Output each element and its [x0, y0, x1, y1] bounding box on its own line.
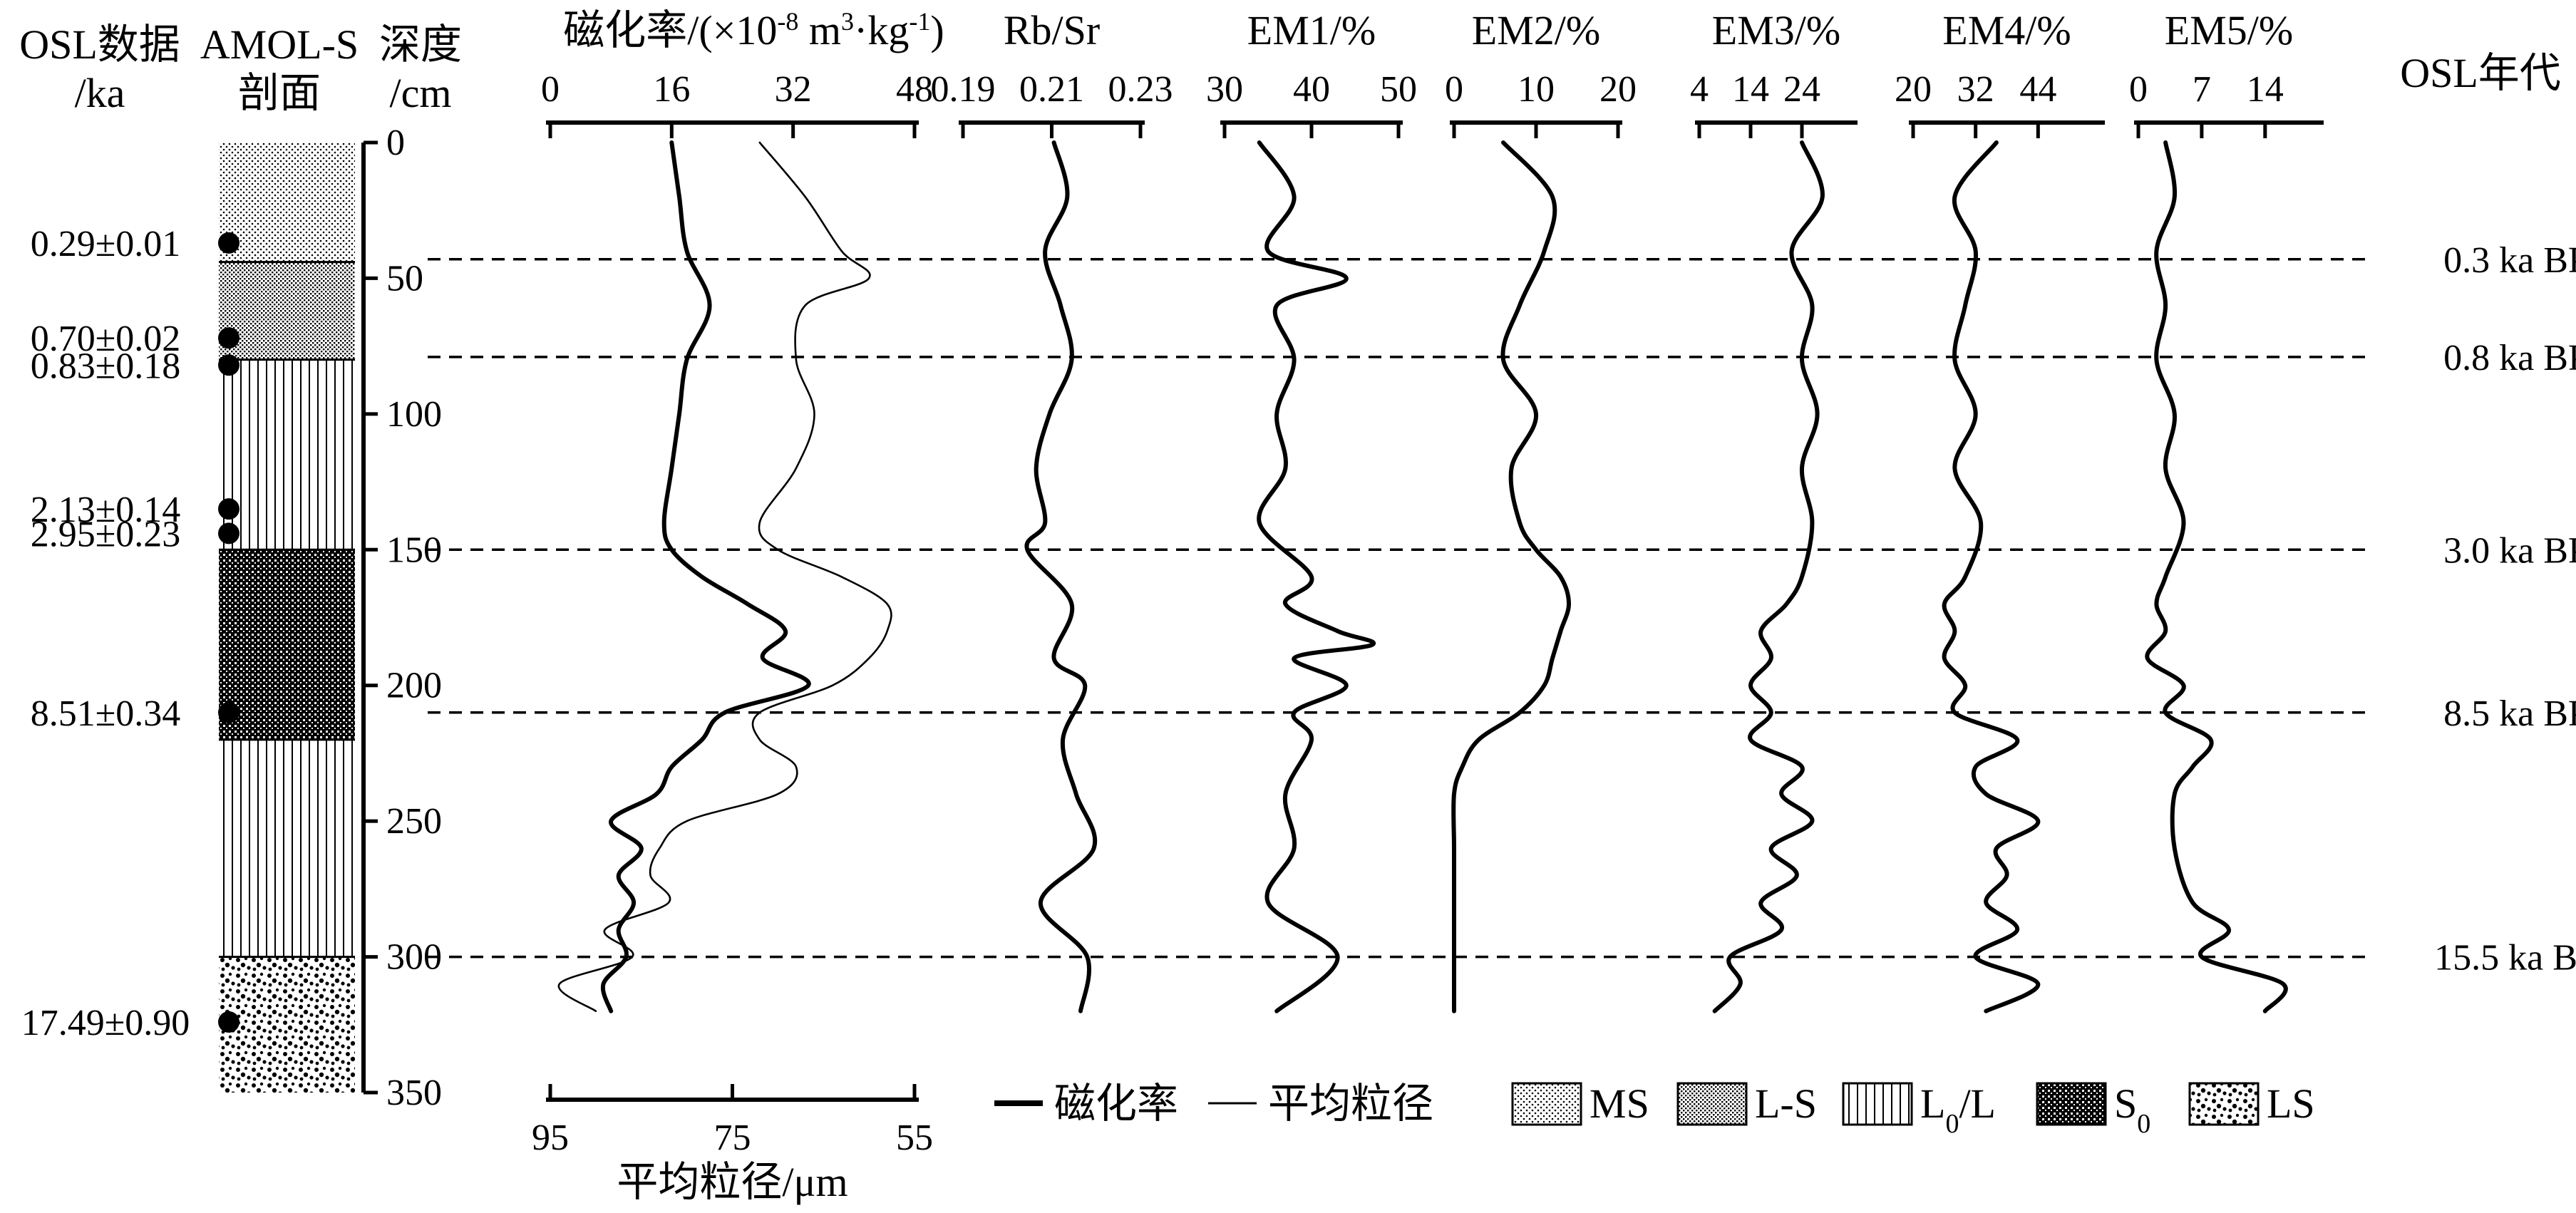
- osl-sample-point: [218, 522, 239, 544]
- osl-sample-point: [218, 701, 239, 723]
- em1-title: EM1/%: [1247, 7, 1376, 53]
- legend-swatch-L-S: [1676, 1082, 1748, 1126]
- legend-swatch-L0/L: [1842, 1082, 1913, 1126]
- section-unit-L0/L: [219, 739, 355, 957]
- em5-tick-label: 7: [2193, 69, 2211, 110]
- em2-tick-label: 20: [1599, 69, 1637, 110]
- section-unit-MS: [219, 143, 355, 262]
- rbsr-series-line: [1024, 140, 1098, 1013]
- osl-sample-point: [218, 498, 239, 520]
- section-unit-L0/L: [219, 359, 355, 550]
- em3-tick-label: 14: [1732, 69, 1769, 110]
- ms-tick-label: 0: [541, 69, 560, 110]
- rbsr-tick-label: 0.21: [1019, 69, 1084, 110]
- section-unit-S0: [219, 549, 355, 740]
- section-title: AMOL-S: [200, 21, 359, 68]
- osl-sample-label: 2.13±0.14: [31, 490, 181, 530]
- section-unit-LS: [219, 956, 355, 1093]
- em3-series-line: [1712, 140, 1825, 1013]
- em5-tick-label: 0: [2129, 69, 2148, 110]
- em1-tick-label: 40: [1293, 69, 1330, 110]
- legend-swatch-MS: [1511, 1082, 1582, 1126]
- grain-series-line: [557, 141, 892, 1012]
- osl-sample-point: [218, 232, 239, 254]
- em2-tick-label: 10: [1518, 69, 1555, 110]
- legend-swatch-label: L-S: [1755, 1080, 1817, 1127]
- grain-tick-label: 75: [714, 1117, 751, 1158]
- section-subtitle: 剖面: [238, 70, 321, 116]
- horizon-age-label: 0.3 ka BP: [2443, 240, 2576, 281]
- osl-sample-label: 0.70±0.02: [31, 319, 181, 359]
- depth-tick-label: 0: [386, 123, 405, 163]
- em1-series-line: [1257, 140, 1376, 1013]
- osl-data-unit: /ka: [75, 70, 125, 116]
- depth-unit: /cm: [390, 70, 452, 116]
- horizon-age-label: 8.5 ka BP: [2443, 693, 2576, 734]
- depth-title: 深度: [379, 21, 462, 68]
- legend-swatch-label: L0/L: [1920, 1080, 1996, 1139]
- grain-tick-label: 55: [896, 1117, 933, 1158]
- osl-sample-label: 2.95±0.23: [31, 514, 181, 554]
- horizon-age-label: 0.8 ka BP: [2443, 338, 2576, 378]
- em3-title: EM3/%: [1712, 7, 1840, 53]
- legend-line-label: 磁化率: [1054, 1080, 1178, 1127]
- depth-tick-label: 350: [386, 1073, 442, 1113]
- em3-tick-label: 4: [1690, 69, 1709, 110]
- ms-tick-label: 32: [775, 69, 812, 110]
- em1-tick-label: 30: [1206, 69, 1243, 110]
- horizon-age-label: 15.5 ka BP: [2434, 938, 2576, 979]
- legend-swatch-label: S0: [2114, 1080, 2150, 1139]
- em4-title: EM4/%: [1942, 7, 2071, 53]
- grain-tick-label: 95: [532, 1117, 569, 1158]
- osl-sample-label: 0.29±0.01: [31, 224, 181, 264]
- em4-tick-label: 44: [2019, 69, 2056, 110]
- osl-sample-point: [218, 1011, 239, 1033]
- osl-sample-label: 17.49±0.90: [21, 1003, 190, 1043]
- osl-sample-label: 0.83±0.18: [31, 346, 181, 386]
- section-unit-L-S: [219, 262, 355, 360]
- grain-title: 平均粒径/μm: [617, 1159, 847, 1205]
- ms-tick-label: 16: [653, 69, 690, 110]
- rbsr-title: Rb/Sr: [1004, 7, 1100, 53]
- em2-series-line: [1451, 140, 1571, 1013]
- em2-title: EM2/%: [1472, 7, 1600, 53]
- ms-tick-label: 48: [896, 69, 933, 110]
- em3-tick-label: 24: [1783, 69, 1820, 110]
- em5-title: EM5/%: [2165, 7, 2293, 53]
- em4-tick-label: 20: [1895, 69, 1932, 110]
- osl-age-title: OSL年代: [2400, 50, 2561, 96]
- em4-tick-label: 32: [1957, 69, 1994, 110]
- horizon-age-label: 3.0 ka BP: [2443, 530, 2576, 571]
- ms-series-line: [600, 140, 811, 1013]
- osl-data-title: OSL数据: [19, 21, 180, 68]
- em5-series-line: [2145, 140, 2288, 1013]
- em4-series-line: [1942, 140, 2041, 1013]
- depth-tick-label: 100: [386, 394, 442, 435]
- legend-line-label: 平均粒径: [1268, 1080, 1433, 1127]
- legend-swatch-LS: [2188, 1082, 2260, 1126]
- depth-tick-label: 250: [386, 801, 442, 842]
- depth-tick-label: 200: [386, 666, 442, 706]
- rbsr-tick-label: 0.19: [931, 69, 996, 110]
- legend-swatch-label: MS: [1590, 1080, 1649, 1127]
- legend-swatch-label: LS: [2267, 1080, 2315, 1127]
- osl-sample-point: [218, 354, 239, 376]
- ms-title: 磁化率/(×10-8 m3·kg-1): [563, 7, 944, 53]
- osl-sample-point: [218, 327, 239, 349]
- depth-tick-label: 50: [386, 258, 423, 299]
- em1-tick-label: 50: [1380, 69, 1417, 110]
- legend-swatch-S0: [2036, 1082, 2107, 1126]
- em5-tick-label: 14: [2247, 69, 2284, 110]
- rbsr-tick-label: 0.23: [1108, 69, 1173, 110]
- osl-sample-label: 8.51±0.34: [31, 693, 181, 734]
- em2-tick-label: 0: [1445, 69, 1463, 110]
